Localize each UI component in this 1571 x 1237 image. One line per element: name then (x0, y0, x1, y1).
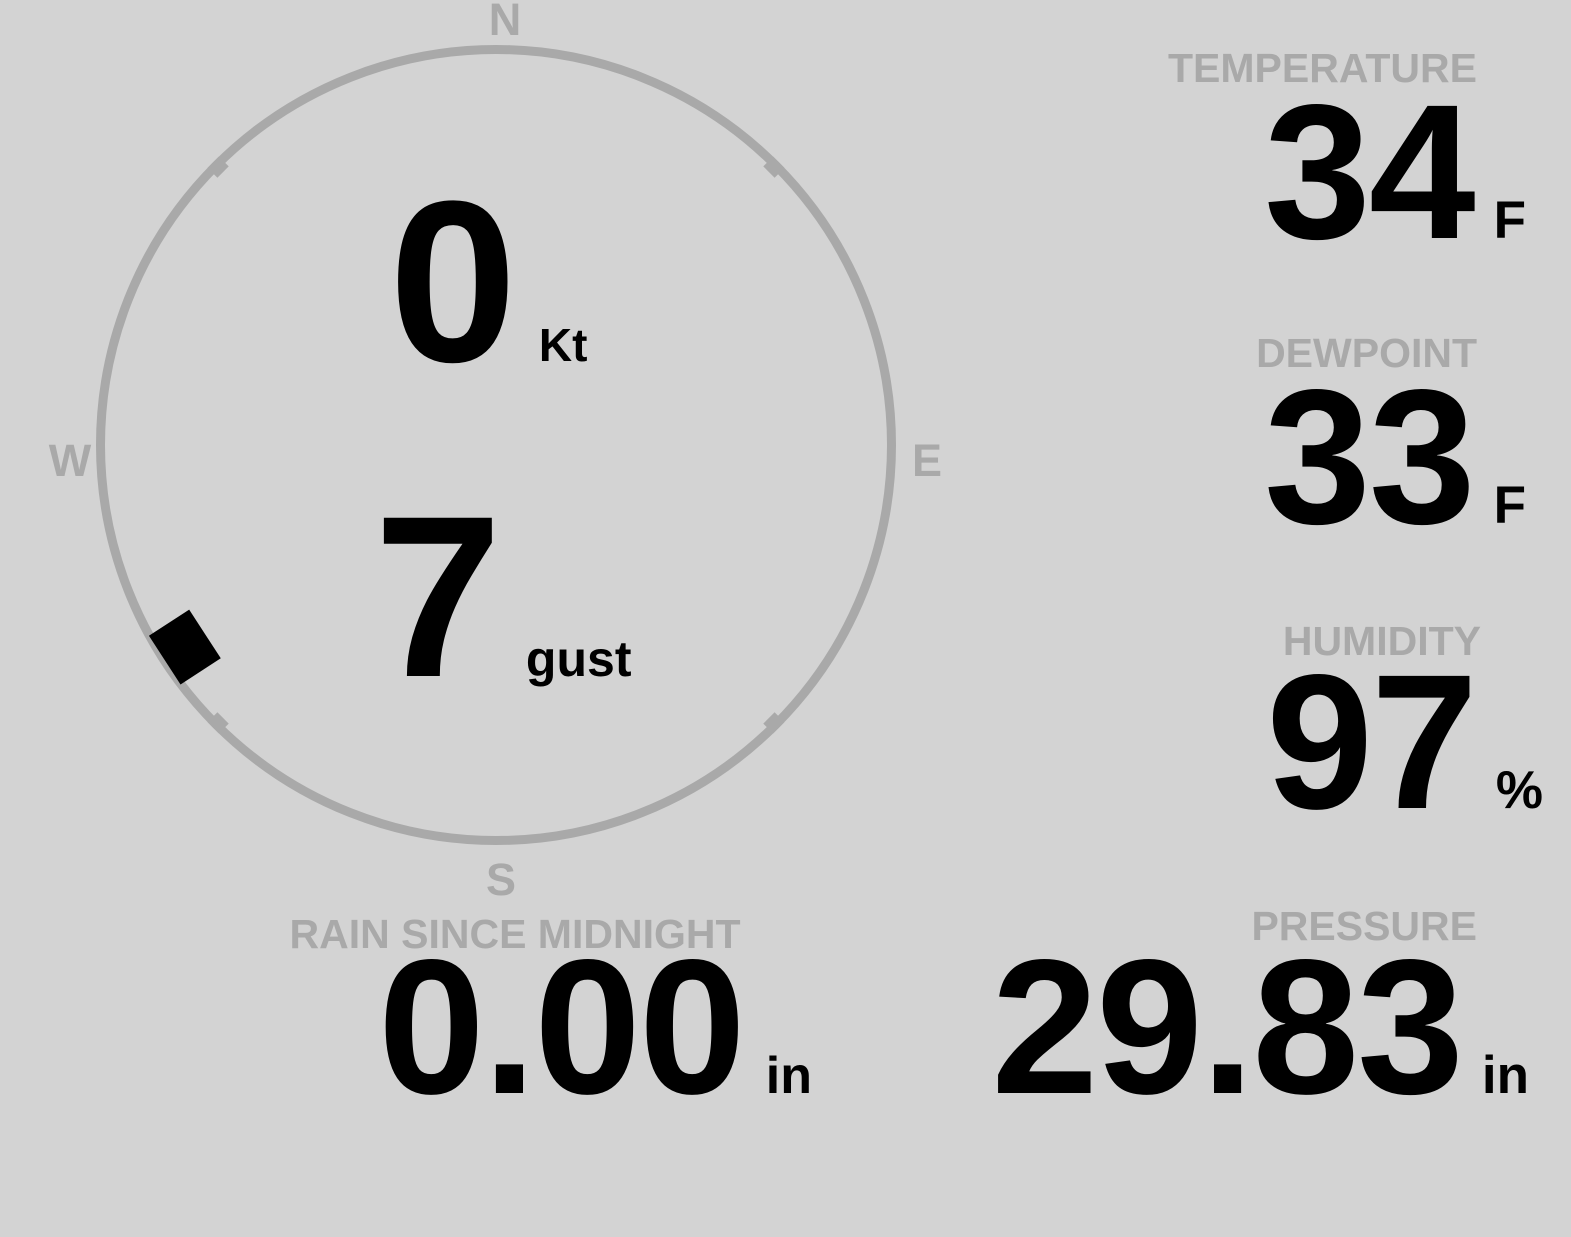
rain-reading: 0.00 in (0, 931, 812, 1123)
humidity-reading: 97 % (1266, 646, 1543, 838)
temperature-value: 34 (1264, 64, 1476, 279)
wind-speed-value: 0 (389, 153, 517, 410)
rain-value: 0.00 (378, 919, 746, 1134)
temperature-label: TEMPERATURE (1167, 45, 1477, 91)
temperature-unit: F (1493, 191, 1526, 250)
pressure-label: PRESSURE (1251, 903, 1477, 949)
compass-label-west: W (48, 435, 92, 486)
dewpoint-reading: 33 F (1264, 361, 1526, 553)
wind-gust-unit: gust (525, 631, 632, 687)
wind-gust-value: 7 (374, 468, 502, 725)
humidity-unit: % (1495, 761, 1543, 820)
humidity-value: 97 (1266, 634, 1478, 849)
dewpoint-value: 33 (1264, 349, 1476, 564)
temperature-reading: 34 F (1264, 76, 1526, 268)
wind-gust: 7 gust (374, 482, 631, 712)
rain-label: RAIN SINCE MIDNIGHT (289, 911, 741, 957)
dewpoint-label: DEWPOINT (1256, 330, 1477, 376)
pressure-reading: 29.83 in (991, 931, 1529, 1123)
dewpoint-unit: F (1493, 476, 1526, 535)
humidity-label: HUMIDITY (1282, 618, 1481, 664)
pressure-value: 29.83 (991, 919, 1463, 1134)
compass-label-south: S (485, 854, 517, 905)
rain-unit: in (765, 1047, 812, 1105)
pressure-unit: in (1481, 1046, 1529, 1105)
wind-speed-unit: Kt (538, 319, 588, 371)
compass-label-east: E (911, 435, 943, 486)
wind-speed: 0 Kt (389, 167, 587, 397)
compass-label-north: N (488, 0, 522, 45)
compass-circle (96, 45, 896, 845)
